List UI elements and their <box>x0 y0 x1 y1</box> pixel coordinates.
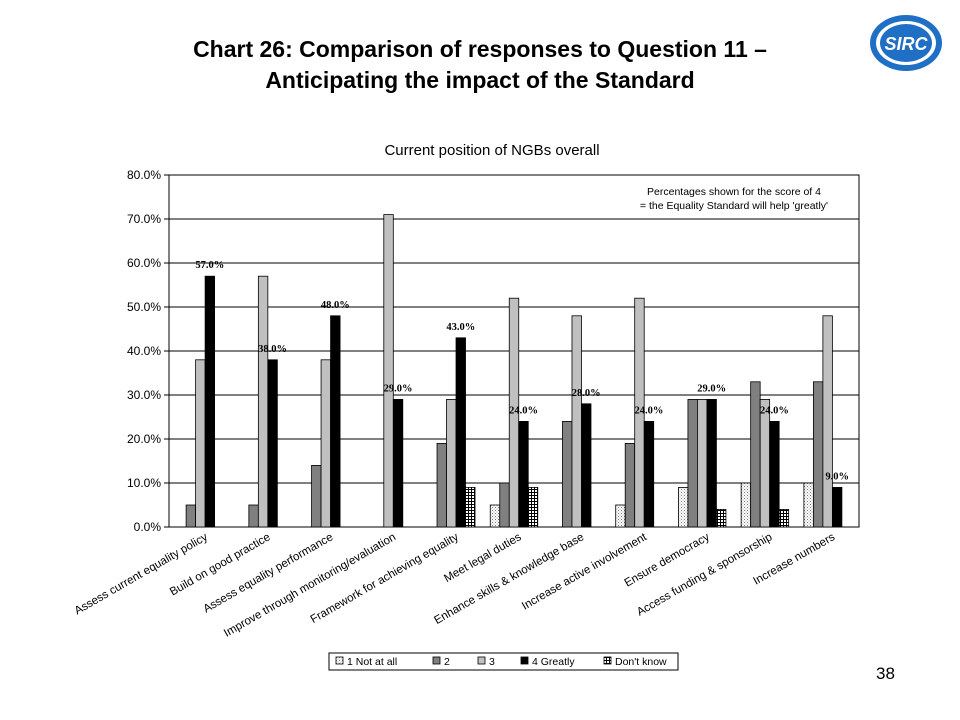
data-label: 48.0% <box>321 300 350 311</box>
annotation-text: Percentages shown for the score of 4 <box>647 186 821 198</box>
bar-4-greatly <box>831 486 843 528</box>
legend-swatch <box>477 656 486 665</box>
annotation-box: Percentages shown for the score of 4 = th… <box>622 181 846 216</box>
data-label: 24.0% <box>635 405 664 416</box>
bar-2 <box>562 420 573 528</box>
bar-4-greatly <box>267 359 278 528</box>
slide-title-line-2: Anticipating the impact of the Standard <box>265 67 695 93</box>
data-label: 24.0% <box>509 405 538 416</box>
sirc-logo: SIRC <box>870 15 942 71</box>
data-label: 29.0% <box>697 383 726 394</box>
data-labels: 57.0% 38.0% 48.0% 29.0% 43.0% 24.0% 28.0% 24.0%… <box>195 260 849 482</box>
bar-2 <box>499 482 510 528</box>
bar-2 <box>812 381 824 528</box>
bar-3 <box>508 297 520 528</box>
bar-3 <box>697 398 708 528</box>
slide-title: Chart 26: Comparison of responses to Que… <box>60 34 900 96</box>
y-tick-label: 40.0% <box>127 344 161 358</box>
data-label: 43.0% <box>446 322 475 333</box>
bar-3 <box>383 214 394 528</box>
annotation-background <box>622 181 846 216</box>
legend-swatch <box>603 656 612 665</box>
x-tick-label: Assess current equality policy <box>73 531 210 617</box>
bar-1-not-at-all <box>803 482 814 528</box>
legend-label: Don't know <box>615 656 667 668</box>
bar-3 <box>571 315 582 528</box>
data-label: 28.0% <box>572 388 601 399</box>
legend-label: 1 Not at all <box>347 656 397 668</box>
bar-3 <box>320 359 331 528</box>
bar-3 <box>195 359 206 528</box>
legend: 1 Not at all 2 3 4 Greatly Don't know <box>328 652 679 671</box>
y-tick-label: 0.0% <box>134 520 162 534</box>
chart-title: Current position of NGBs overall <box>384 142 599 159</box>
data-label: 29.0% <box>384 383 413 394</box>
bar-4-greatly <box>769 420 780 528</box>
bar-1-not-at-all <box>740 482 752 528</box>
legend-box <box>328 652 679 671</box>
logo-text: SIRC <box>884 34 928 54</box>
data-label: 57.0% <box>195 260 224 271</box>
legend-label: 3 <box>489 656 495 668</box>
data-label: 24.0% <box>760 405 789 416</box>
bar-2 <box>750 381 761 528</box>
page-number: 38 <box>876 664 895 683</box>
bar-4-greatly <box>455 337 466 528</box>
bar-2 <box>624 442 636 528</box>
bar-don-t-know <box>716 508 727 528</box>
bar-4-greatly <box>392 398 404 528</box>
bar-2 <box>248 504 259 528</box>
bar-1-not-at-all <box>678 486 689 528</box>
annotation-text: = the Equality Standard will help 'great… <box>640 200 828 212</box>
bar-1-not-at-all <box>615 504 626 528</box>
legend-label: 4 Greatly <box>532 656 575 668</box>
bar-2 <box>185 504 197 528</box>
data-label: 9.0% <box>825 471 849 482</box>
bar-don-t-know <box>465 486 476 528</box>
bar-4-greatly <box>706 398 717 528</box>
bar-4-greatly <box>581 403 592 528</box>
data-label: 38.0% <box>258 344 287 355</box>
y-tick-label: 70.0% <box>127 212 161 226</box>
bar-2 <box>311 464 322 528</box>
legend-swatch <box>432 656 441 665</box>
y-tick-label: 60.0% <box>127 256 161 270</box>
bar-4-greatly <box>330 315 341 528</box>
bar-don-t-know <box>778 508 790 528</box>
bar-3 <box>634 297 645 528</box>
bar-3 <box>822 315 833 528</box>
legend-swatch <box>520 656 529 665</box>
bar-don-t-know <box>527 486 539 528</box>
legend-label: 2 <box>444 656 450 668</box>
slide-title-line-1: Chart 26: Comparison of responses to Que… <box>193 36 767 62</box>
bar-4-greatly <box>518 420 529 528</box>
x-tick-label: Build on good practice <box>168 531 273 598</box>
bars <box>185 214 843 528</box>
bar-2 <box>436 442 447 528</box>
legend-swatch <box>335 656 344 665</box>
y-tick-label: 20.0% <box>127 432 161 446</box>
bar-4-greatly <box>643 420 655 528</box>
y-tick-label: 50.0% <box>127 300 161 314</box>
x-tick-label: Increase active involvement <box>520 531 650 613</box>
bar-4-greatly <box>204 275 216 528</box>
y-tick-label: 30.0% <box>127 388 161 402</box>
bar-3 <box>257 275 269 528</box>
y-tick-label: 80.0% <box>127 168 161 182</box>
bar-3 <box>446 398 457 528</box>
bar-3 <box>759 398 771 528</box>
bar-1-not-at-all <box>489 504 501 528</box>
y-tick-label: 10.0% <box>127 476 161 490</box>
bar-2 <box>687 398 698 528</box>
